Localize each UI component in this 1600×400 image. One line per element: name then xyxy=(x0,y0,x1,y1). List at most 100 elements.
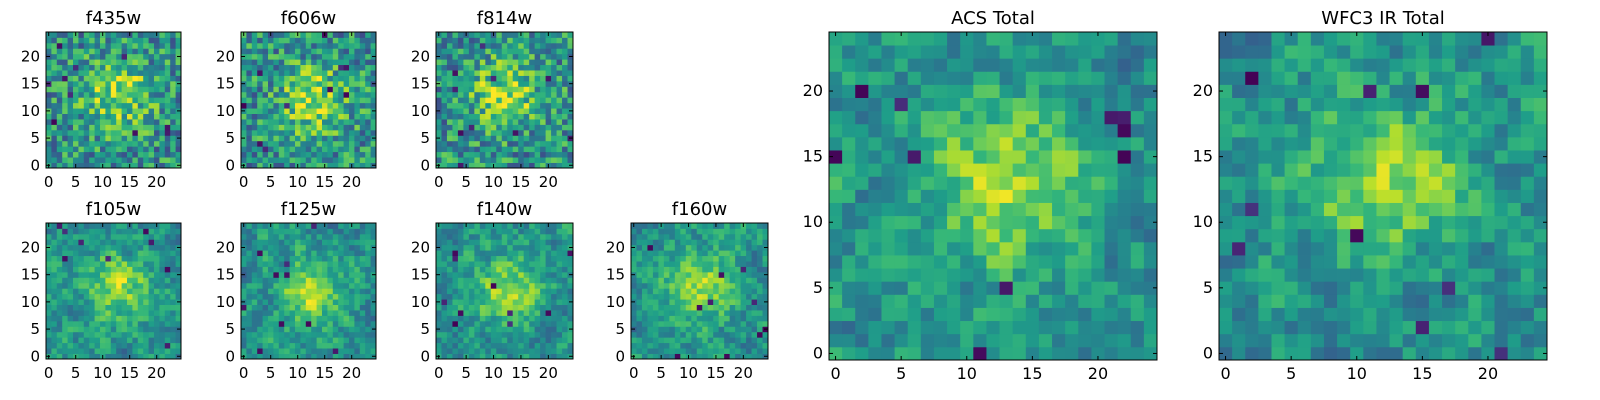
heatmap-cell xyxy=(729,239,736,246)
heatmap-cell xyxy=(496,250,503,257)
heatmap-cell xyxy=(359,37,366,44)
heatmap-cell xyxy=(56,80,63,87)
heatmap-cell xyxy=(534,48,541,55)
heatmap-cell xyxy=(78,293,85,300)
heatmap-cell xyxy=(316,64,323,71)
heatmap-cell xyxy=(474,91,481,98)
heatmap-cell xyxy=(148,326,155,333)
heatmap-cell xyxy=(127,326,133,333)
heatmap-cell xyxy=(468,244,475,251)
heatmap-cell xyxy=(1130,215,1145,230)
heatmap-cell xyxy=(757,255,763,262)
heatmap-cell xyxy=(268,157,274,163)
heatmap-cell xyxy=(164,282,171,289)
heatmap-cell xyxy=(94,113,101,120)
heatmap-cell xyxy=(512,119,519,125)
heatmap-cell xyxy=(257,310,263,316)
heatmap-cell xyxy=(295,91,301,98)
heatmap-cell xyxy=(1104,294,1119,308)
heatmap-cell xyxy=(67,223,74,229)
heatmap-cell xyxy=(154,233,160,240)
heatmap-cell xyxy=(365,37,371,44)
heatmap-cell xyxy=(658,244,665,251)
heatmap-cell xyxy=(463,310,470,316)
heatmap-cell xyxy=(311,59,317,66)
heatmap-cell xyxy=(829,307,843,322)
heatmap-cell xyxy=(457,80,464,87)
heatmap-cell xyxy=(62,97,68,104)
heatmap-cell xyxy=(100,42,106,49)
heatmap-cell xyxy=(735,244,741,251)
heatmap-cell xyxy=(110,293,117,300)
heatmap-cell xyxy=(246,37,253,44)
heatmap-cell xyxy=(529,86,536,93)
heatmap-cell xyxy=(507,320,514,327)
heatmap-cell xyxy=(89,129,95,136)
heatmap-cell xyxy=(268,228,274,235)
heatmap-cell xyxy=(1130,307,1145,322)
heatmap-cell xyxy=(523,271,530,278)
heatmap-cell xyxy=(78,97,85,104)
heatmap-cell xyxy=(523,304,530,311)
heatmap-cell xyxy=(137,70,144,76)
heatmap-cell xyxy=(446,282,453,289)
heatmap-cell xyxy=(143,320,149,327)
heatmap-cell xyxy=(170,255,176,262)
heatmap-cell xyxy=(707,288,714,295)
heatmap-cell xyxy=(562,266,568,273)
heatmap-cell xyxy=(327,70,334,76)
heatmap-cell xyxy=(300,228,307,235)
heatmap-cell xyxy=(463,129,470,136)
heatmap-cell xyxy=(441,97,448,104)
heatmap-cell xyxy=(724,223,731,229)
heatmap-cell xyxy=(148,129,155,136)
heatmap-cell xyxy=(316,228,323,235)
heatmap-cell xyxy=(327,97,334,104)
heatmap-cell xyxy=(490,320,497,327)
heatmap-cell xyxy=(457,299,464,305)
heatmap-cell xyxy=(496,244,503,251)
heatmap-cell xyxy=(468,151,475,158)
y-tick-label: 10 xyxy=(411,293,430,311)
heatmap-cell xyxy=(295,326,301,333)
heatmap-cell xyxy=(658,277,665,284)
heatmap-cell xyxy=(663,288,670,295)
heatmap-cell xyxy=(159,135,166,142)
heatmap-cell xyxy=(696,261,703,267)
heatmap-cell xyxy=(56,337,63,344)
heatmap-cell xyxy=(540,151,546,158)
heatmap-cell xyxy=(159,326,166,333)
heatmap-cell xyxy=(631,261,637,267)
heatmap-cell xyxy=(127,124,133,131)
heatmap-cell xyxy=(468,304,475,311)
heatmap-cell xyxy=(116,129,122,136)
heatmap-cell xyxy=(343,97,350,104)
heatmap-cell xyxy=(62,64,68,71)
heatmap-cell xyxy=(370,48,377,55)
heatmap-cell xyxy=(647,266,654,273)
heatmap-cell xyxy=(338,75,344,82)
heatmap-cell xyxy=(89,304,95,311)
heatmap-cell xyxy=(829,333,843,348)
heatmap-cell xyxy=(479,244,486,251)
heatmap-cell xyxy=(349,91,355,98)
heatmap-cell xyxy=(696,271,703,278)
heatmap-cell xyxy=(246,91,253,98)
heatmap-cell xyxy=(311,353,317,360)
heatmap-cell xyxy=(551,315,557,322)
heatmap-cell xyxy=(273,223,280,229)
heatmap-cell xyxy=(67,288,74,295)
heatmap-cell xyxy=(305,108,312,114)
heatmap-cell xyxy=(164,299,171,305)
heatmap-cell xyxy=(159,102,166,109)
heatmap-cell xyxy=(132,239,139,246)
heatmap-cell xyxy=(631,266,637,273)
heatmap-cell xyxy=(468,223,475,229)
heatmap-cell xyxy=(523,239,530,246)
heatmap-cell xyxy=(855,241,869,256)
heatmap-cell xyxy=(746,233,752,240)
heatmap-cell xyxy=(702,299,709,305)
heatmap-cell xyxy=(1091,320,1105,335)
heatmap-cell xyxy=(73,70,79,76)
heatmap-cell xyxy=(148,233,155,240)
